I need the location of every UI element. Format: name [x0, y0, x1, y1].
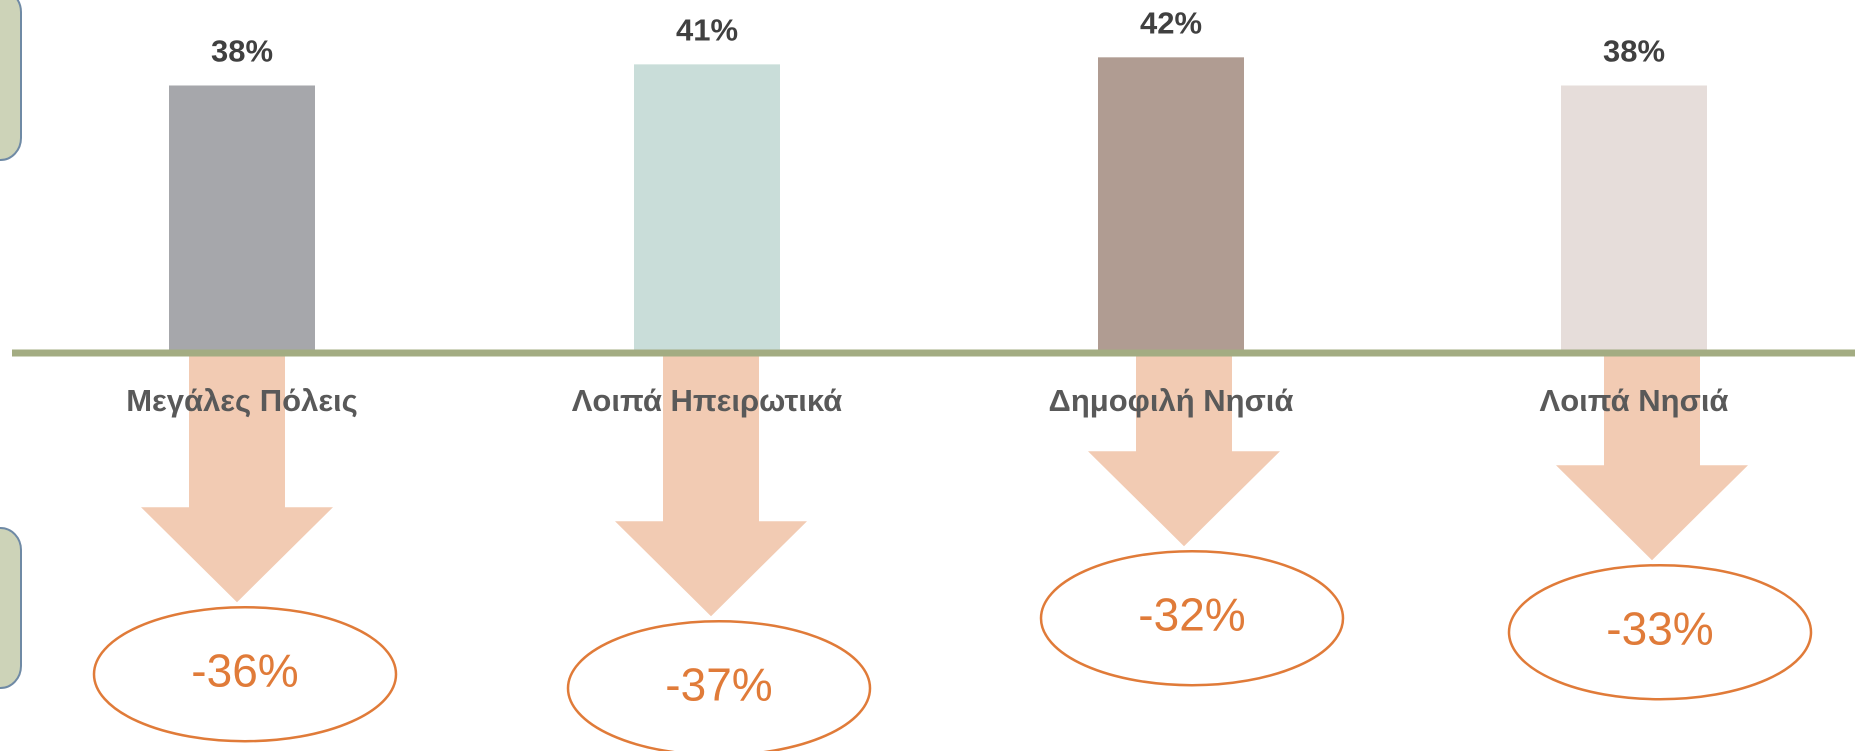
category-label: Μεγάλες Πόλεις — [126, 383, 358, 418]
labels: 38% Μεγάλες Πόλεις -36% 41% Λοιπά Ηπειρωτικά… — [92, 6, 1813, 751]
category-label: Λοιπά Ηπειρωτικά — [572, 383, 842, 418]
bar — [634, 64, 780, 354]
value-label: 38% — [211, 34, 273, 69]
change-arrow — [141, 353, 333, 603]
bar — [1098, 57, 1244, 353]
change-arrow — [615, 353, 807, 617]
side-box — [0, 527, 22, 689]
category-label: Δημοφιλή Νησιά — [1049, 383, 1294, 418]
change-arrow — [1556, 353, 1748, 561]
change-ellipse — [1507, 563, 1813, 701]
change-label: -33% — [1606, 602, 1713, 654]
value-label: 42% — [1140, 6, 1202, 41]
change-ellipse — [566, 619, 872, 751]
side-box — [0, 0, 22, 161]
bar — [169, 85, 315, 353]
value-label: 38% — [1603, 34, 1665, 69]
change-arrow — [1088, 353, 1280, 547]
arrows — [141, 353, 1748, 617]
change-label: -32% — [1138, 588, 1245, 640]
category-label: Λοιπά Νησιά — [1540, 383, 1729, 418]
change-ellipse — [1039, 549, 1345, 687]
change-label: -37% — [665, 658, 772, 710]
value-label: 41% — [676, 13, 738, 48]
change-ellipse — [92, 605, 398, 743]
bars — [169, 57, 1707, 354]
bar — [1561, 85, 1707, 353]
change-label: -36% — [191, 644, 298, 696]
